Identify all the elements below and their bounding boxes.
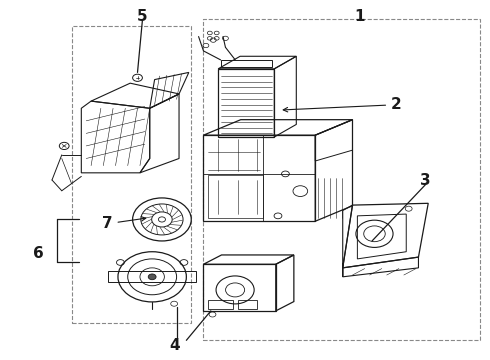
Circle shape <box>148 274 156 280</box>
Bar <box>72 26 191 323</box>
Text: 3: 3 <box>420 172 431 188</box>
Text: 1: 1 <box>355 9 365 24</box>
Bar <box>203 19 480 339</box>
Text: 4: 4 <box>169 338 179 353</box>
Bar <box>238 300 257 309</box>
Bar <box>218 69 274 137</box>
Text: 7: 7 <box>102 216 146 231</box>
Text: 5: 5 <box>137 9 147 24</box>
Text: 2: 2 <box>283 97 402 112</box>
Text: 6: 6 <box>33 246 44 261</box>
Bar <box>208 175 264 218</box>
Bar <box>208 300 233 309</box>
